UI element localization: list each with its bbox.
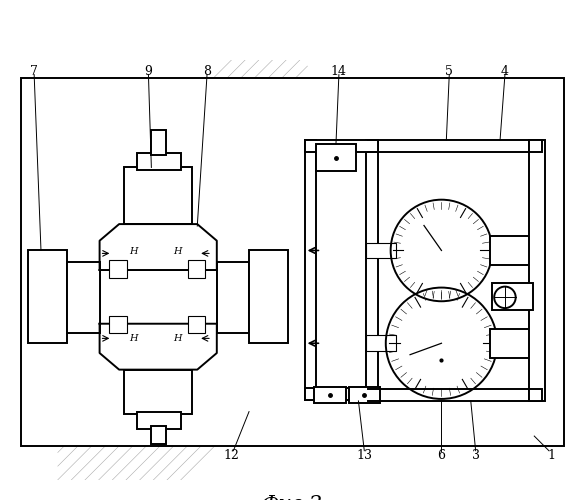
Bar <box>366 140 378 400</box>
Bar <box>349 387 380 403</box>
Bar <box>22 78 563 446</box>
Text: H: H <box>129 247 138 256</box>
Bar <box>124 168 192 224</box>
Bar <box>366 336 395 351</box>
Bar <box>124 370 192 414</box>
Bar <box>99 270 217 324</box>
Bar <box>490 328 531 358</box>
Bar <box>529 140 545 401</box>
Bar <box>109 316 127 334</box>
Bar <box>188 260 205 278</box>
Bar <box>490 236 531 265</box>
Text: H: H <box>174 247 182 256</box>
Text: 13: 13 <box>356 449 372 462</box>
Text: H: H <box>129 334 138 343</box>
Bar <box>137 412 181 429</box>
Bar <box>529 140 542 152</box>
Text: 12: 12 <box>223 449 239 462</box>
Bar <box>152 426 166 444</box>
Bar <box>315 387 346 403</box>
Text: 8: 8 <box>203 65 211 78</box>
Bar <box>529 389 542 401</box>
Bar <box>366 242 395 258</box>
Text: 3: 3 <box>472 449 480 462</box>
Text: 14: 14 <box>331 65 347 78</box>
Polygon shape <box>99 224 217 270</box>
Bar <box>305 140 378 152</box>
Bar <box>28 250 67 344</box>
Bar <box>249 250 288 344</box>
Bar <box>188 316 205 334</box>
Text: 6: 6 <box>438 449 445 462</box>
Bar <box>67 262 99 332</box>
Bar <box>217 262 249 332</box>
Bar <box>305 388 378 400</box>
Text: 1: 1 <box>548 449 556 462</box>
Text: Фиг.2: Фиг.2 <box>262 495 323 500</box>
Bar <box>137 153 181 170</box>
Bar <box>109 260 127 278</box>
Text: 9: 9 <box>144 65 152 78</box>
Text: 7: 7 <box>30 65 38 78</box>
Bar <box>152 130 166 154</box>
Bar <box>492 282 534 310</box>
Bar <box>316 144 356 172</box>
Text: H: H <box>174 334 182 343</box>
Polygon shape <box>99 324 217 370</box>
Text: 4: 4 <box>501 65 509 78</box>
Text: 5: 5 <box>445 65 453 78</box>
Bar <box>305 140 316 400</box>
